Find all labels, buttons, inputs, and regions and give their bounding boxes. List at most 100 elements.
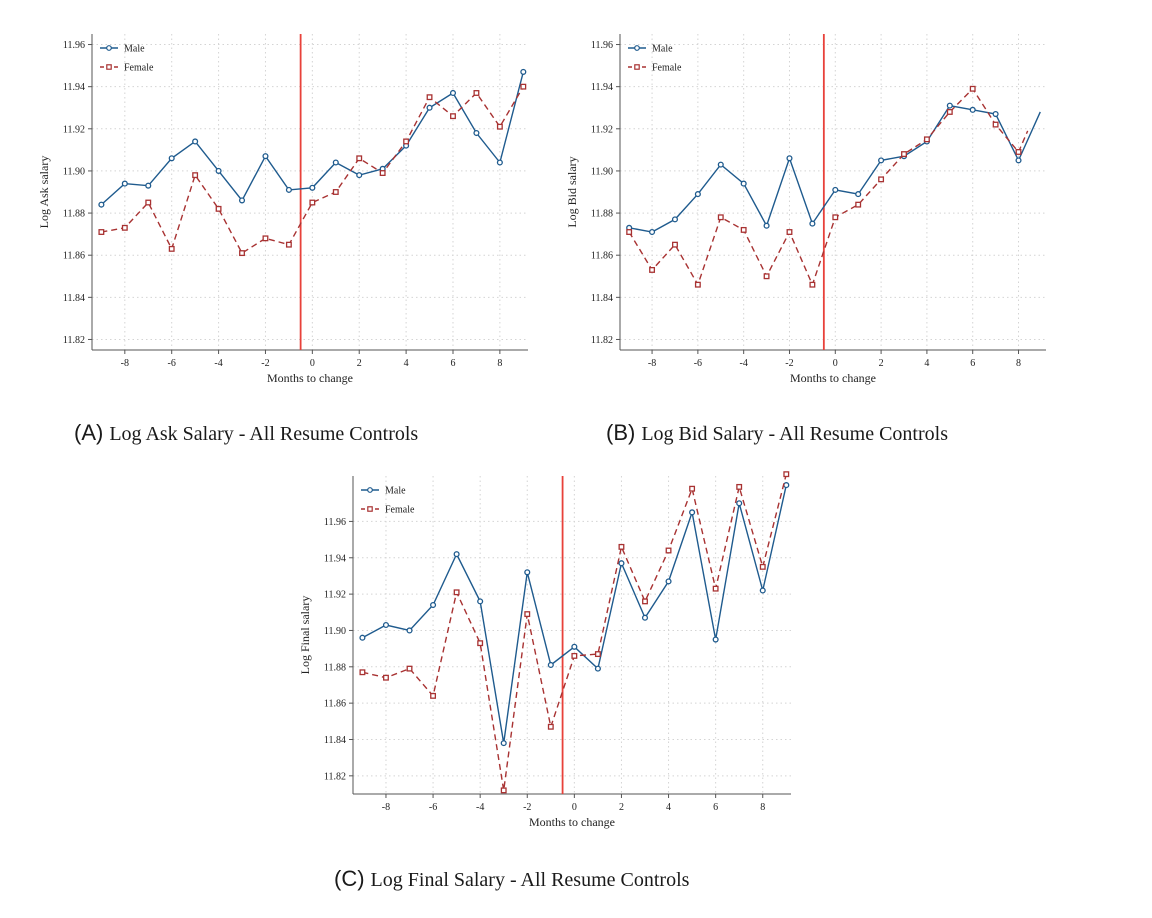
- female-data-point: [783, 471, 790, 478]
- x-tick-label: 8: [1016, 358, 1021, 369]
- x-axis-title: Months to change: [529, 815, 615, 829]
- x-tick-label: -4: [476, 802, 484, 813]
- male-data-point: [449, 89, 457, 97]
- caption-b: (B) Log Bid Salary - All Resume Controls: [606, 420, 948, 446]
- male-series-line: [629, 104, 1041, 233]
- male-data-point: [520, 68, 527, 75]
- chart-panel-a: 11.82 11.84 11.86 11.88 11.90 11.92 11.94 11.96…: [30, 28, 540, 398]
- female-data-point: [626, 229, 633, 235]
- male-legend-label: Male: [652, 44, 673, 55]
- y-tick-label: 11.82: [63, 335, 85, 346]
- male-data-point: [473, 129, 480, 137]
- chart-a-svg: 11.82 11.84 11.86 11.88 11.90 11.92 11.94 11.96…: [37, 34, 528, 385]
- chart-panel-b: 11.82 11.84 11.86 11.88 11.90 11.92 11.94 11.96…: [558, 28, 1068, 398]
- caption-a: (A) Log Ask Salary - All Resume Controls: [74, 420, 418, 446]
- y-tick-label: 11.92: [63, 124, 85, 135]
- female-data-point: [832, 214, 839, 221]
- x-tick-label: -2: [261, 358, 269, 369]
- male-data-point: [946, 102, 953, 109]
- chart-c-svg: 11.82 11.84 11.86 11.88 11.90 11.92 11.94 11.96…: [298, 471, 791, 829]
- female-data-point: [145, 199, 152, 206]
- female-data-point: [477, 640, 484, 647]
- male-data-point: [356, 172, 363, 179]
- male-data-point: [332, 159, 339, 166]
- female-data-point: [992, 121, 999, 128]
- x-tick-label: 6: [450, 358, 455, 369]
- male-data-point: [855, 191, 862, 198]
- female-data-point: [356, 155, 363, 162]
- y-tick-label: 11.90: [591, 166, 613, 177]
- male-data-point: [477, 598, 484, 605]
- x-tick-label: 6: [970, 358, 975, 369]
- female-data-point: [946, 108, 953, 115]
- female-legend-label: Female: [385, 505, 415, 516]
- female-data-point: [520, 83, 527, 90]
- y-tick-label: 11.88: [591, 209, 613, 220]
- x-tick-label: 0: [310, 358, 315, 369]
- male-legend-marker: [634, 45, 640, 51]
- male-data-point: [309, 184, 316, 191]
- female-data-point: [717, 214, 724, 221]
- male-legend-marker: [106, 45, 112, 51]
- female-data-point: [285, 241, 292, 248]
- female-data-point: [736, 483, 743, 490]
- female-data-point: [740, 226, 747, 233]
- x-axis-title: Months to change: [790, 371, 876, 385]
- male-data-point: [878, 157, 885, 164]
- male-legend-label: Male: [385, 486, 406, 497]
- caption-b-title: Log Bid Salary - All Resume Controls: [641, 423, 948, 445]
- female-data-point: [786, 229, 793, 235]
- female-data-point: [618, 543, 625, 550]
- male-data-point: [168, 155, 175, 162]
- female-data-point: [239, 250, 245, 257]
- caption-a-title: Log Ask Salary - All Resume Controls: [109, 423, 419, 445]
- x-tick-label: 2: [357, 358, 362, 369]
- x-tick-label: -8: [382, 802, 390, 813]
- male-data-point: [1015, 157, 1022, 164]
- female-data-point: [923, 136, 930, 143]
- y-tick-label: 11.82: [324, 771, 346, 782]
- y-tick-label: 11.88: [324, 662, 346, 673]
- caption-c: (C) Log Final Salary - All Resume Control…: [334, 866, 689, 892]
- x-tick-label: -6: [168, 358, 176, 369]
- y-tick-label: 11.86: [591, 251, 613, 262]
- male-data-point: [262, 153, 269, 160]
- x-tick-label: -8: [121, 358, 129, 369]
- male-data-point: [426, 104, 433, 111]
- male-data-point: [547, 661, 554, 669]
- male-data-point: [500, 740, 507, 747]
- male-data-point: [618, 560, 625, 567]
- x-tick-label: 4: [924, 358, 929, 369]
- x-axis-title: Months to change: [267, 371, 353, 385]
- female-data-point: [121, 224, 128, 231]
- female-data-point: [450, 113, 456, 120]
- x-tick-label: 4: [404, 358, 409, 369]
- female-data-point: [712, 585, 719, 592]
- female-data-point: [878, 176, 885, 183]
- caption-c-letter: (C): [334, 866, 365, 891]
- female-data-point: [855, 201, 862, 208]
- female-data-point: [571, 652, 578, 659]
- female-data-point: [215, 205, 222, 212]
- female-data-point: [406, 665, 413, 672]
- female-data-point: [901, 151, 907, 158]
- female-data-point: [403, 138, 410, 145]
- female-legend-marker: [367, 506, 373, 512]
- x-tick-label: -6: [694, 358, 702, 369]
- male-data-point: [759, 587, 766, 594]
- female-data-point: [672, 241, 678, 248]
- female-data-point: [500, 787, 507, 794]
- x-tick-label: -8: [648, 358, 656, 369]
- male-data-point: [496, 159, 503, 166]
- caption-c-title: Log Final Salary - All Resume Controls: [370, 869, 690, 891]
- male-data-point: [969, 106, 976, 113]
- x-tick-label: 8: [497, 358, 502, 369]
- female-data-point: [547, 723, 554, 730]
- female-data-point: [496, 123, 503, 130]
- y-tick-label: 11.90: [324, 626, 346, 637]
- y-tick-label: 11.94: [591, 82, 613, 93]
- x-tick-label: -2: [523, 802, 531, 813]
- x-tick-label: 2: [619, 802, 624, 813]
- male-data-point: [121, 180, 128, 187]
- male-data-point: [285, 186, 292, 193]
